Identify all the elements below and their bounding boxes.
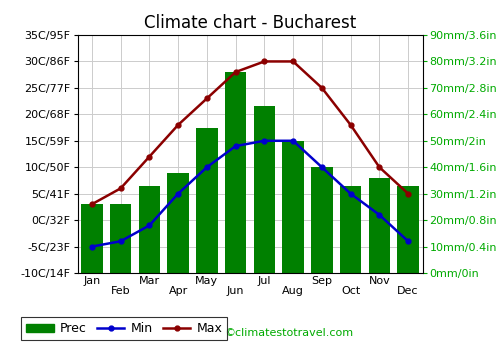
Text: May: May [196,276,218,286]
Bar [398,186,419,273]
Text: Nov: Nov [368,276,390,286]
Bar [110,204,132,273]
Text: Jul: Jul [258,276,271,286]
Bar [168,173,189,273]
Text: ©climatestotravel.com: ©climatestotravel.com [225,328,354,338]
Bar [340,186,361,273]
Text: Jan: Jan [83,276,100,286]
Bar [282,141,304,273]
Bar [225,72,246,273]
Text: Dec: Dec [398,286,419,296]
Text: Sep: Sep [312,276,332,286]
Bar [138,186,160,273]
Text: Jun: Jun [227,286,244,296]
Text: Feb: Feb [111,286,130,296]
Legend: Prec, Min, Max: Prec, Min, Max [21,317,228,340]
Bar [254,106,275,273]
Text: Mar: Mar [139,276,160,286]
Title: Climate chart - Bucharest: Climate chart - Bucharest [144,14,356,32]
Bar [311,167,332,273]
Bar [196,127,218,273]
Text: Oct: Oct [341,286,360,296]
Text: Apr: Apr [168,286,188,296]
Text: Aug: Aug [282,286,304,296]
Bar [368,178,390,273]
Bar [81,204,102,273]
